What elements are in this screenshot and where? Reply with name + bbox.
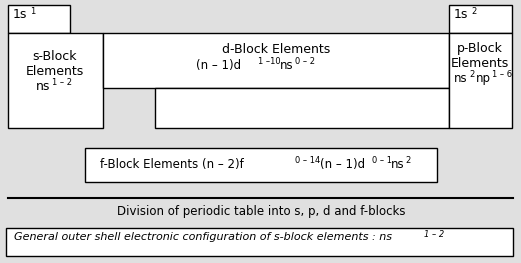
Text: 1s: 1s bbox=[454, 8, 468, 21]
Text: ns: ns bbox=[280, 59, 294, 72]
Text: f-Block Elements (n – 2)f: f-Block Elements (n – 2)f bbox=[100, 158, 244, 171]
Text: Division of periodic table into s, p, d and f-blocks: Division of periodic table into s, p, d … bbox=[117, 205, 405, 218]
Text: np: np bbox=[476, 72, 491, 85]
Bar bbox=[155, 88, 449, 128]
Bar bbox=[449, 5, 512, 33]
Text: p-Block: p-Block bbox=[457, 42, 503, 55]
Text: 0 – 2: 0 – 2 bbox=[295, 57, 315, 66]
Text: 2: 2 bbox=[405, 156, 410, 165]
Bar bbox=[449, 33, 512, 128]
Text: 1 – 6: 1 – 6 bbox=[492, 70, 512, 79]
Text: (n – 1)d: (n – 1)d bbox=[196, 59, 241, 72]
Text: Elements: Elements bbox=[26, 65, 84, 78]
Text: ns: ns bbox=[454, 72, 468, 85]
Text: d-Block Elements: d-Block Elements bbox=[222, 43, 330, 56]
Bar bbox=[6, 228, 513, 256]
Text: 0 – 14: 0 – 14 bbox=[295, 156, 320, 165]
Text: 0 – 1: 0 – 1 bbox=[372, 156, 392, 165]
Text: 1: 1 bbox=[30, 7, 35, 16]
Text: (n – 1)d: (n – 1)d bbox=[320, 158, 365, 171]
Text: 1 –10: 1 –10 bbox=[258, 57, 281, 66]
Text: Elements: Elements bbox=[451, 57, 509, 70]
Text: 1 – 2: 1 – 2 bbox=[424, 230, 444, 239]
Text: 1s: 1s bbox=[13, 8, 28, 21]
Bar bbox=[85, 148, 437, 182]
Text: General outer shell electronic configuration of s-block elements : ns: General outer shell electronic configura… bbox=[14, 232, 392, 242]
Text: 1 – 2: 1 – 2 bbox=[52, 78, 72, 87]
Bar bbox=[103, 33, 449, 88]
Text: ns: ns bbox=[36, 80, 51, 93]
Text: s-Block: s-Block bbox=[33, 50, 77, 63]
Bar bbox=[8, 5, 70, 33]
Bar bbox=[8, 33, 103, 128]
Text: 2: 2 bbox=[469, 70, 474, 79]
Text: 2: 2 bbox=[471, 7, 476, 16]
Text: ns: ns bbox=[391, 158, 405, 171]
